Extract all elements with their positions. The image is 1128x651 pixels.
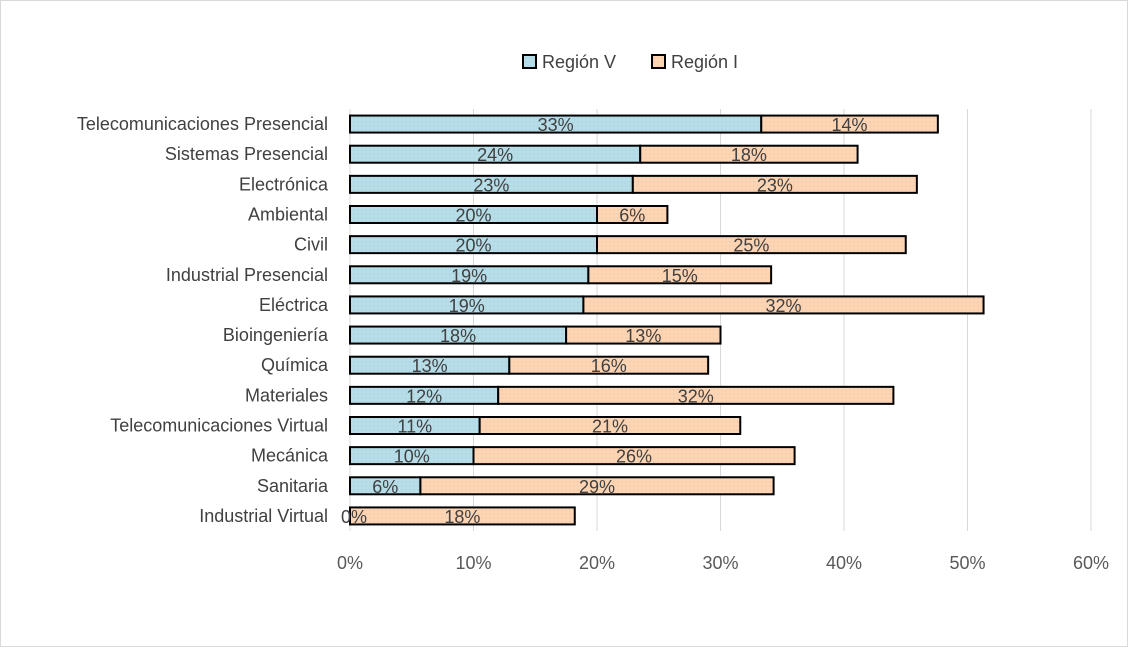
x-tick-label: 0% [337, 553, 363, 573]
x-tick-label: 10% [455, 553, 491, 573]
data-label: 19% [451, 266, 487, 286]
bar-segment [497, 385, 895, 405]
data-label: 18% [440, 326, 476, 346]
data-label: 29% [579, 477, 615, 497]
data-label: 33% [538, 115, 574, 135]
x-tick-label: 40% [826, 553, 862, 573]
data-label: 20% [455, 236, 491, 256]
category-label: Sanitaria [257, 476, 329, 496]
bar-segment [587, 265, 773, 285]
legend: Región V Región I [522, 52, 738, 72]
category-label: Mecánica [251, 446, 329, 466]
data-label: 24% [477, 145, 513, 165]
x-axis-ticks: 0% 10% 20% 30% 40% 50% 60% [337, 553, 1109, 573]
data-label: 12% [406, 386, 442, 406]
data-label: 18% [444, 507, 480, 527]
category-label: Telecomunicaciones Presencial [77, 114, 328, 134]
data-label: 21% [592, 417, 628, 437]
data-label: 10% [394, 447, 430, 467]
bar-segment [472, 446, 796, 466]
x-tick-label: 50% [949, 553, 985, 573]
data-label: 26% [616, 447, 652, 467]
bar-segment [565, 325, 722, 345]
data-label: 14% [832, 115, 868, 135]
data-labels: 33% 14% 24% 18% 23% 23% 20% 6% 20% 25% 19% 15% 19% 32… [341, 115, 868, 527]
bar-segment [478, 416, 742, 435]
data-label: 18% [731, 145, 767, 165]
data-label: 16% [591, 356, 627, 376]
legend-swatch [651, 54, 666, 69]
category-label: Telecomunicaciones Virtual [110, 416, 328, 436]
data-label: 13% [412, 356, 448, 376]
legend-label: Región I [671, 52, 738, 72]
category-label: Materiales [245, 385, 328, 405]
category-label: Industrial Presencial [166, 265, 328, 285]
bar-segment [596, 235, 907, 255]
data-label: 6% [619, 206, 645, 226]
bar-segment [349, 506, 576, 526]
category-label: Bioingeniería [223, 325, 329, 345]
category-label: Sistemas Presencial [165, 144, 328, 164]
category-label: Industrial Virtual [199, 506, 328, 526]
category-label: Eléctrica [259, 295, 329, 315]
bar-segment [631, 174, 918, 194]
x-tick-label: 30% [702, 553, 738, 573]
legend-swatch [522, 54, 537, 69]
data-label: 23% [757, 175, 793, 195]
bar-segment [508, 355, 710, 375]
data-label: 25% [733, 236, 769, 256]
x-tick-label: 20% [579, 553, 615, 573]
data-label: 23% [473, 175, 509, 195]
category-label: Civil [294, 235, 328, 255]
category-label: Ambiental [248, 205, 328, 225]
bar-segment [582, 295, 985, 315]
data-label: 19% [449, 296, 485, 316]
bar-segment [419, 476, 775, 496]
category-labels: Telecomunicaciones Presencial Sistemas Pr… [77, 114, 329, 526]
data-label: 0% [341, 507, 367, 527]
data-label: 32% [678, 386, 714, 406]
data-label: 15% [662, 266, 698, 286]
bar-segment [596, 205, 669, 224]
x-tick-label: 60% [1073, 553, 1109, 573]
gridlines [349, 109, 1092, 531]
data-label: 20% [455, 206, 491, 226]
bars [349, 114, 985, 526]
bar-segment [760, 114, 939, 134]
data-label: 6% [372, 477, 398, 497]
data-label: 11% [397, 417, 432, 437]
bar-segment [639, 144, 859, 164]
data-label: 13% [625, 326, 661, 346]
legend-label: Región V [542, 52, 616, 72]
category-label: Química [261, 355, 329, 375]
category-label: Electrónica [239, 174, 329, 194]
data-label: 32% [765, 296, 801, 316]
